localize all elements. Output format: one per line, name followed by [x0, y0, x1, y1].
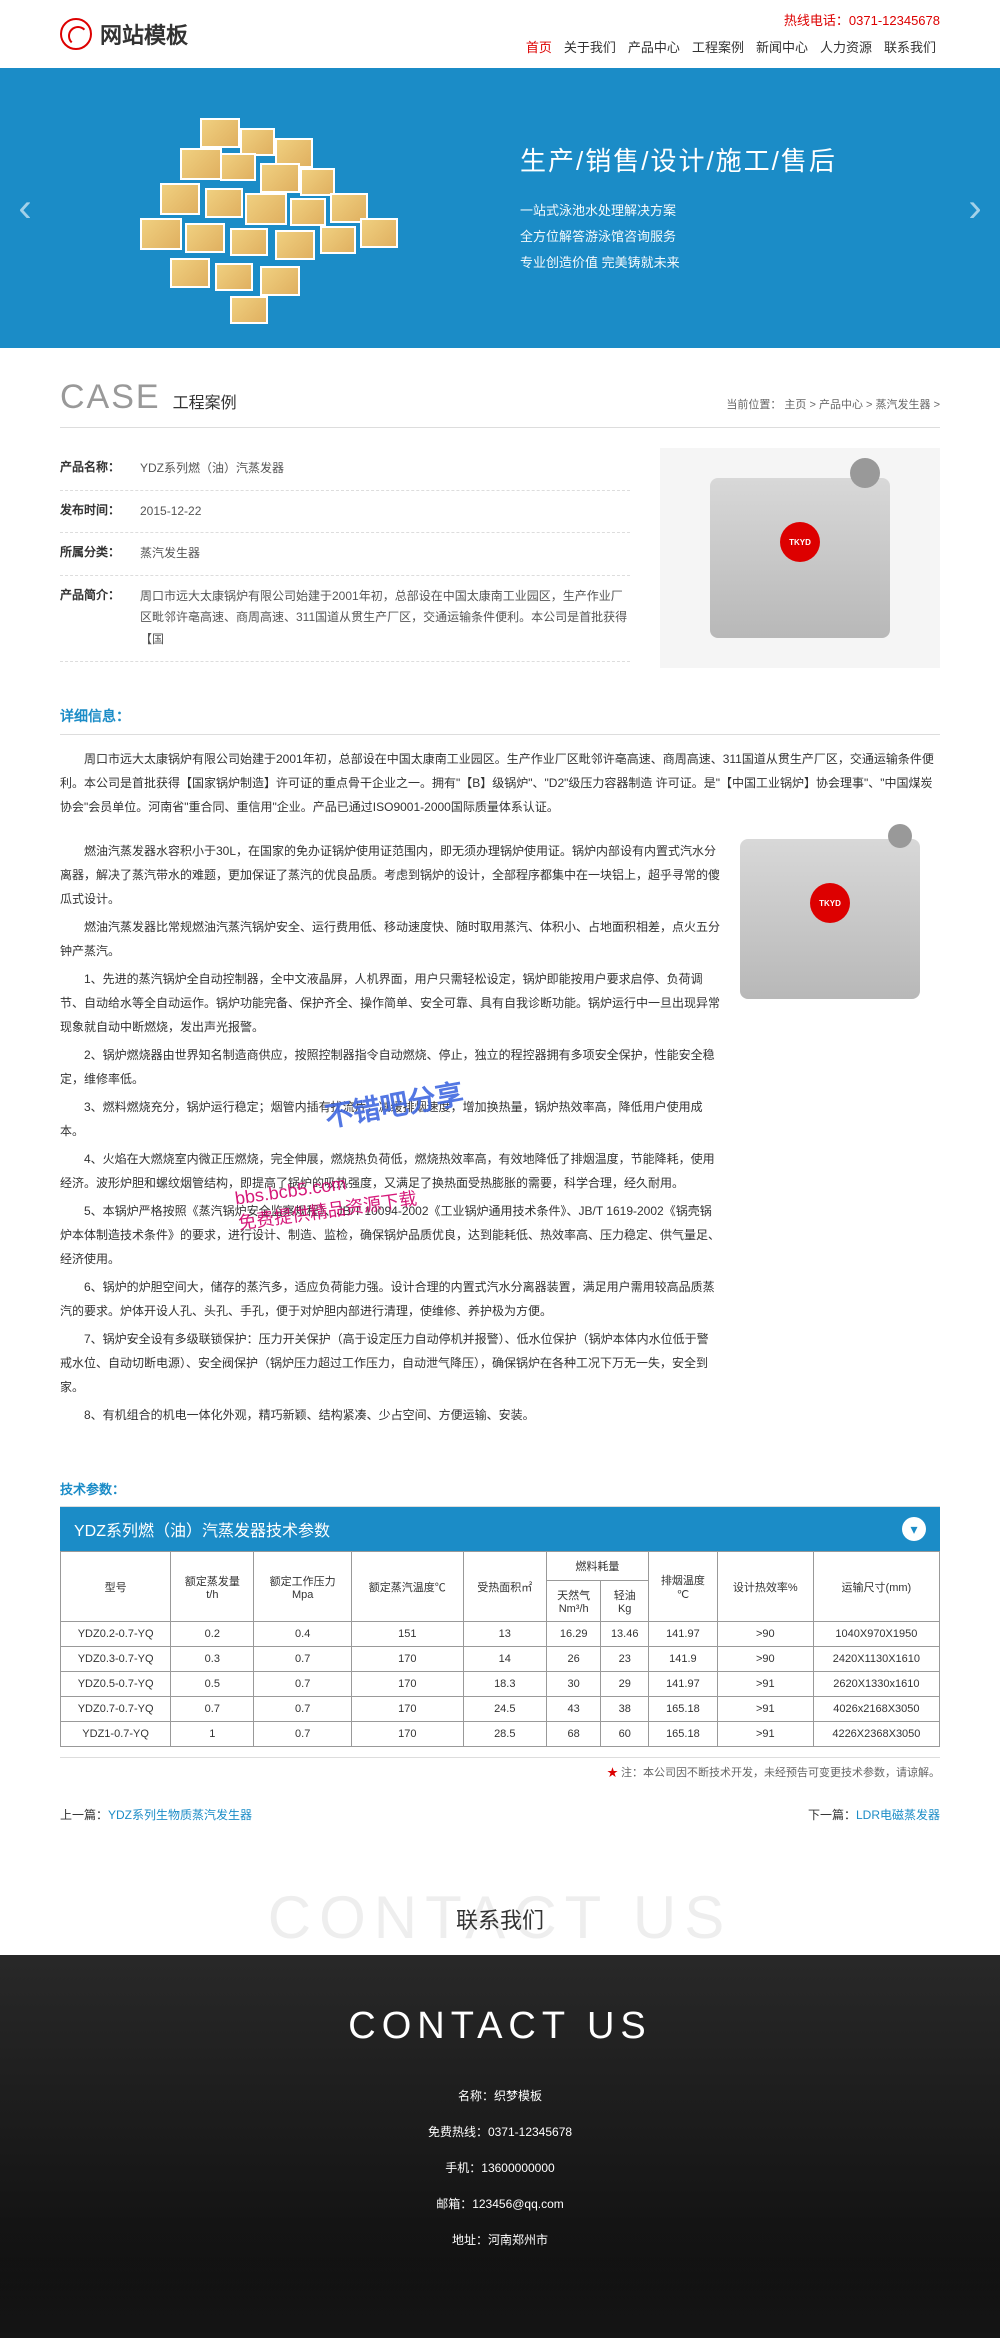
table-row: YDZ0.7-0.7-YQ0.70.717024.54338165.18>914…: [61, 1697, 940, 1722]
section-header: CASE 工程案例 当前位置： 主页 > 产品中心 > 蒸汽发生器 >: [60, 348, 940, 428]
params-table: 型号额定蒸发量t/h额定工作压力Mpa额定蒸汽温度℃受热面积㎡燃料耗量排烟温度℃…: [60, 1551, 940, 1747]
params-section-title: 技术参数：: [60, 1471, 940, 1507]
main-nav: 首页关于我们产品中心工程案例新闻中心人力资源联系我们: [522, 35, 940, 58]
detail-side-image: TKYD: [740, 839, 940, 1451]
nav-item[interactable]: 产品中心: [624, 35, 684, 58]
prev-link[interactable]: YDZ系列生物质蒸汽发生器: [108, 1808, 252, 1822]
header: 网站模板 热线电话：0371-12345678 首页关于我们产品中心工程案例新闻…: [0, 0, 1000, 68]
footer-title: CONTACT US: [0, 2005, 1000, 2048]
product-intro: 周口市远大太康锅炉有限公司始建于2001年初，总部设在中国太康南工业园区，生产作…: [140, 586, 630, 651]
product-info: 产品名称：YDZ系列燃（油）汽蒸发器 发布时间：2015-12-22 所属分类：…: [60, 448, 940, 668]
params-expand-icon[interactable]: ▾: [902, 1517, 926, 1541]
page-navigation: 上一篇：YDZ系列生物质蒸汽发生器 下一篇：LDR电磁蒸发器: [60, 1786, 940, 1863]
nav-item[interactable]: 人力资源: [816, 35, 876, 58]
table-row: YDZ0.3-0.7-YQ0.30.7170142623141.9>902420…: [61, 1647, 940, 1672]
next-label: 下一篇：: [808, 1808, 856, 1822]
params-header-bar: YDZ系列燃（油）汽蒸发器技术参数 ▾: [60, 1507, 940, 1551]
product-intro-label: 产品简介：: [60, 586, 140, 651]
prev-label: 上一篇：: [60, 1808, 108, 1822]
product-category-label: 所属分类：: [60, 543, 140, 565]
banner-map-graphic: [80, 98, 460, 318]
nav-item[interactable]: 新闻中心: [752, 35, 812, 58]
product-category: 蒸汽发生器: [140, 543, 630, 565]
table-row: YDZ0.2-0.7-YQ0.20.41511316.2913.46141.97…: [61, 1622, 940, 1647]
contact-section: CONTACT US 联系我们: [0, 1863, 1000, 1955]
section-title-cn: 工程案例: [173, 389, 237, 413]
detail-intro-para: 周口市远大太康锅炉有限公司始建于2001年初，总部设在中国太康南工业园区。生产作…: [60, 747, 940, 819]
next-link[interactable]: LDR电磁蒸发器: [856, 1808, 940, 1822]
breadcrumb: 当前位置： 主页 > 产品中心 > 蒸汽发生器 >: [726, 396, 940, 412]
banner-subtitle: 一站式泳池水处理解决方案全方位解答游泳馆咨询服务专业创造价值 完美铸就未来: [520, 198, 940, 276]
table-row: YDZ0.5-0.7-YQ0.50.717018.33029141.97>912…: [61, 1672, 940, 1697]
banner-title: 生产/销售/设计/施工/售后: [520, 141, 940, 178]
product-date: 2015-12-22: [140, 501, 630, 523]
logo-icon: [60, 18, 92, 50]
logo-text: 网站模板: [100, 18, 188, 50]
nav-item[interactable]: 关于我们: [560, 35, 620, 58]
detail-paragraphs: 燃油汽蒸发器水容积小于30L，在国家的免办证锅炉使用证范围内，即无须办理锅炉使用…: [60, 839, 720, 1431]
boiler-brand-icon: TKYD: [780, 522, 820, 562]
logo[interactable]: 网站模板: [60, 18, 188, 50]
boiler-brand-icon: TKYD: [810, 883, 850, 923]
product-name: YDZ系列燃（油）汽蒸发器: [140, 458, 630, 480]
breadcrumb-item[interactable]: 产品中心: [819, 399, 863, 411]
breadcrumb-item[interactable]: 主页: [784, 399, 806, 411]
breadcrumb-item[interactable]: 蒸汽发生器: [876, 399, 931, 411]
detail-title: 详细信息：: [60, 698, 940, 735]
hotline: 热线电话：0371-12345678: [522, 10, 940, 29]
nav-item[interactable]: 首页: [522, 35, 556, 58]
params-header-title: YDZ系列燃（油）汽蒸发器技术参数: [74, 1517, 330, 1541]
params-note: ★ 注：本公司因不断技术开发，未经预告可变更技术参数，请谅解。: [60, 1757, 940, 1786]
table-row: YDZ1-0.7-YQ10.717028.56860165.18>914226X…: [61, 1722, 940, 1747]
hero-banner: ‹ 生产/销售/设计/施工/售后 一站式泳池水处理解决方案全方位解答游泳馆咨询服…: [0, 68, 1000, 348]
nav-item[interactable]: 工程案例: [688, 35, 748, 58]
footer: CONTACT US 名称：织梦模板免费热线：0371-12345678手机：1…: [0, 1955, 1000, 2338]
product-name-label: 产品名称：: [60, 458, 140, 480]
banner-next-arrow[interactable]: ›: [960, 183, 990, 233]
product-image: TKYD: [660, 448, 940, 668]
product-date-label: 发布时间：: [60, 501, 140, 523]
contact-title: 联系我们: [0, 1903, 1000, 1935]
nav-item[interactable]: 联系我们: [880, 35, 940, 58]
banner-prev-arrow[interactable]: ‹: [10, 183, 40, 233]
section-title-en: CASE: [60, 378, 161, 417]
footer-info: 名称：织梦模板免费热线：0371-12345678手机：13600000000邮…: [0, 2078, 1000, 2258]
